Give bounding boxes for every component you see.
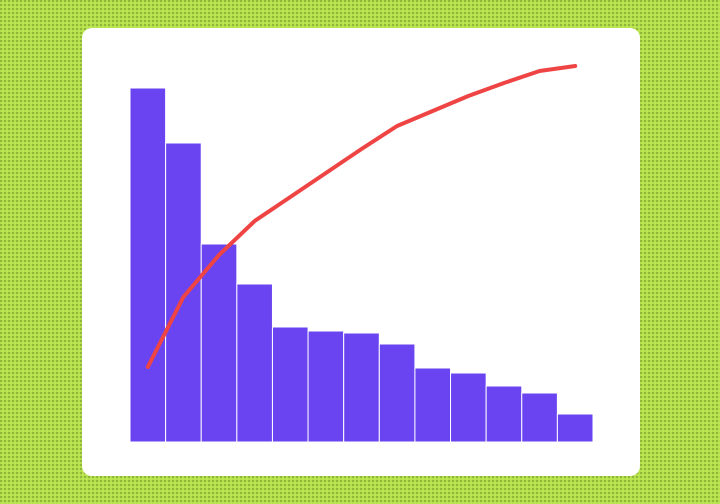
bar [521,392,558,443]
bar [485,385,523,443]
bar [343,332,380,443]
bar [307,330,345,443]
bar [378,343,416,443]
bar [129,87,167,443]
bar [450,372,487,443]
bar [271,326,309,443]
bar [414,367,452,443]
plot-area [129,64,594,443]
bar [236,283,273,443]
cumulative-line [145,64,578,369]
bar [556,413,594,443]
bar [200,243,238,443]
bar [165,142,202,443]
